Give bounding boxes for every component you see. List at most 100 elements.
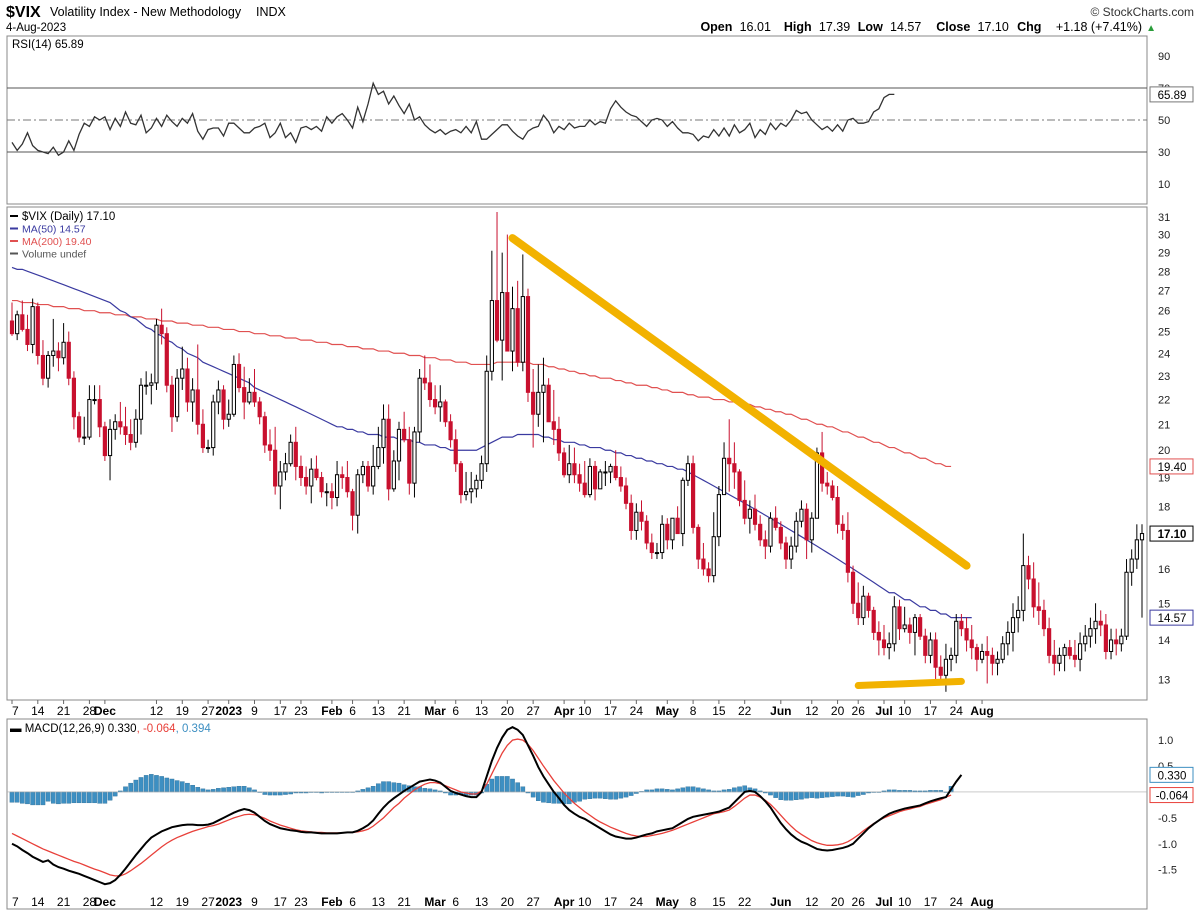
macd-hist-bar (541, 791, 546, 803)
candle-body (644, 520, 649, 544)
candle-body (319, 477, 324, 493)
ma200-value-tag-text: 19.40 (1158, 462, 1187, 474)
candle (861, 585, 866, 625)
candle (634, 503, 639, 540)
candle-body (438, 401, 443, 408)
candle (252, 369, 257, 407)
candle (402, 411, 407, 443)
candle (92, 385, 97, 405)
macd-hist-bar (830, 791, 835, 797)
candle-body (902, 624, 907, 630)
price-panel: 13141516171819202122232425262728293031$V… (9, 211, 1194, 692)
candle-body (897, 606, 902, 630)
price-tick-label: 15 (1158, 598, 1170, 610)
candle (422, 355, 427, 390)
candle (257, 397, 262, 425)
candle (231, 355, 236, 417)
candle-body (92, 399, 97, 402)
macd-hist-bar (510, 778, 515, 793)
candle-body (850, 571, 856, 604)
candle-body (639, 511, 644, 522)
ma50-value-tag-box (1149, 609, 1194, 626)
macd-hist-bar (706, 789, 711, 793)
candle-body (433, 399, 438, 408)
candle-body (985, 650, 990, 656)
candle (799, 500, 804, 528)
candle (360, 460, 365, 484)
candle (236, 353, 242, 393)
candle (371, 444, 376, 495)
macd-hist-bar (886, 789, 892, 793)
macd-hist-bar (159, 776, 164, 793)
macd-hist-bar (845, 791, 851, 797)
candle-body (758, 523, 763, 541)
candle (345, 460, 350, 498)
candle-body (876, 631, 881, 641)
candle (102, 421, 107, 461)
candle (876, 621, 881, 656)
candle (205, 439, 211, 453)
candle-body (469, 488, 474, 493)
price-tick-label: 13 (1158, 674, 1170, 686)
candle-body (603, 471, 608, 474)
candle-body (665, 523, 670, 541)
candle-body (314, 468, 319, 479)
candle-body (1129, 558, 1134, 573)
price-tick-label: 19 (1158, 473, 1170, 485)
candle-body (923, 635, 928, 656)
macd-hist-bar (577, 791, 582, 802)
date-label-bottom: Feb (321, 895, 342, 909)
candle (969, 624, 974, 660)
candle-body (1093, 620, 1098, 630)
candle-body (386, 418, 391, 490)
candle (298, 455, 304, 486)
date-label: 12 (805, 704, 819, 718)
candle-body (654, 552, 660, 555)
candle-body (463, 491, 469, 496)
candle-body (618, 477, 623, 487)
candle-body (856, 602, 861, 619)
candle (778, 521, 783, 550)
signal-value-tag: -0.064 (1149, 787, 1194, 804)
candle-body (365, 465, 371, 487)
candle (128, 419, 133, 451)
macd-tick-label: -1.0 (1158, 839, 1177, 851)
date-label-bottom: 8 (690, 895, 697, 909)
candle-body (494, 300, 500, 341)
candle (623, 477, 629, 510)
candle-body (948, 654, 954, 660)
macd-hist-bar (422, 788, 428, 793)
date-label: Jun (770, 704, 791, 718)
candle-body (236, 363, 242, 389)
rsi-value-tag-box (1149, 86, 1194, 103)
candle-body (505, 292, 510, 352)
candle-body (525, 296, 531, 393)
date-label-bottom: 19 (176, 895, 190, 909)
price-tick-label: 31 (1158, 212, 1170, 224)
candle-body (871, 609, 876, 633)
date-label-bottom: 27 (201, 895, 215, 909)
candle-body (56, 350, 61, 359)
macd-hist-bar (783, 791, 789, 801)
macd-hist-bar (536, 791, 541, 801)
candle-body (1031, 578, 1036, 608)
macd-signal-line (11, 738, 952, 877)
candle-body (768, 517, 773, 547)
candle (474, 474, 479, 498)
candle (1016, 596, 1021, 633)
candle (469, 471, 474, 504)
candle-body (598, 471, 603, 490)
symbol: $VIX (6, 4, 41, 21)
candle-body (1077, 643, 1083, 660)
candle (1103, 614, 1108, 660)
candle (608, 463, 613, 484)
price-tick-label: 29 (1158, 248, 1170, 260)
candle-body (711, 536, 716, 577)
candle-body (572, 463, 577, 476)
candle-body (1041, 609, 1047, 630)
macd-tick-label: -1.5 (1158, 865, 1177, 877)
candle-body (1005, 631, 1010, 645)
macd-hist-bar (603, 791, 608, 799)
candle-body (1114, 639, 1119, 645)
candle (159, 308, 164, 345)
